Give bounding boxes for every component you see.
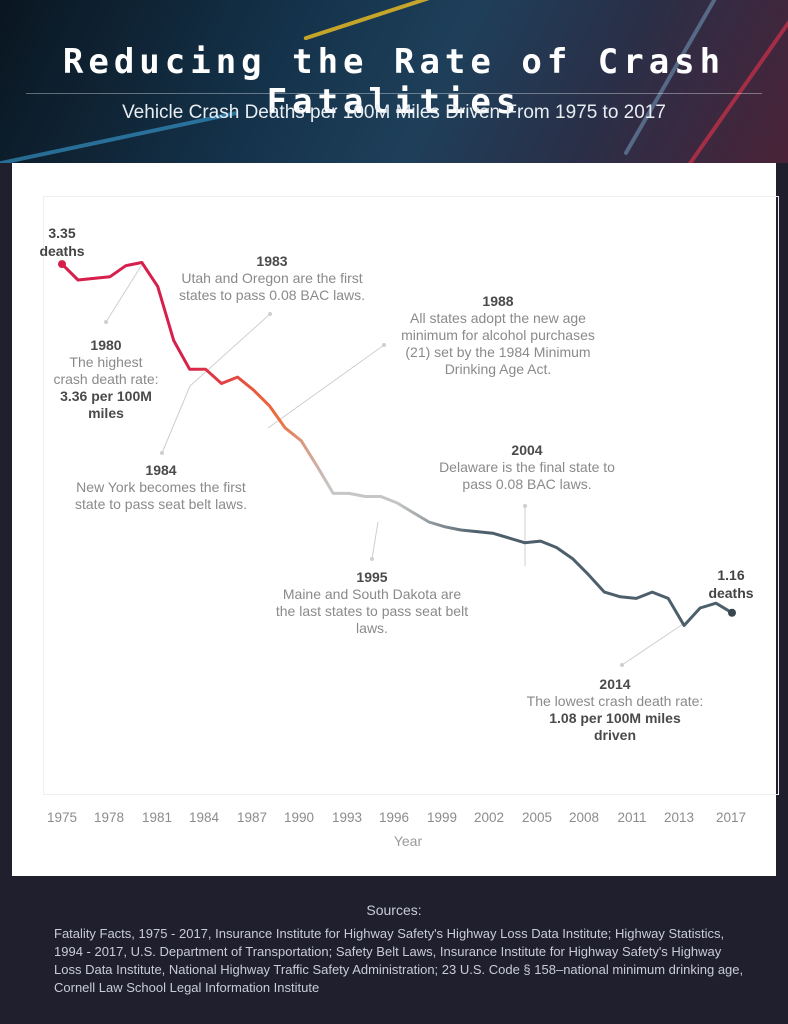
x-tick-label: 1999 [427,810,457,825]
x-tick-label: 2008 [569,810,599,825]
x-tick-label: 2013 [664,810,694,825]
plot-frame [43,196,779,795]
annotation-year: 1984 [145,462,176,478]
series-line [60,261,733,627]
x-tick-label: 1990 [284,810,314,825]
sources-footer: Sources: Fatality Facts, 1975 - 2017, In… [0,876,788,1024]
annotation-leader-dot [382,343,386,347]
sources-text: Fatality Facts, 1975 - 2017, Insurance I… [54,926,744,995]
x-tick-label: 2017 [716,810,746,825]
x-tick-label: 1975 [47,810,77,825]
annotation-text: Delaware is the final state to [439,459,615,475]
annotation-text: laws. [356,620,388,636]
x-tick-label: 1984 [189,810,220,825]
annotation-leader [267,344,385,429]
x-axis-label: Year [394,833,423,849]
x-tick-label: 1993 [332,810,362,825]
annotation-text: (21) set by the 1984 Minimum [405,344,590,360]
annotation-text: crash death rate: [53,371,158,387]
annotation-highlight: 1.08 per 100M miles [549,710,681,726]
annotation-text: Maine and South Dakota are [283,586,461,602]
end-point [728,608,736,617]
end-data-unit: deaths [708,585,753,601]
annotation-year: 2014 [599,676,630,692]
page-subtitle: Vehicle Crash Deaths per 100M Miles Driv… [122,102,666,123]
annotation-text: Utah and Oregon are the first [181,270,362,286]
annotation-text: New York becomes the first [76,479,246,495]
annotation-year: 1988 [482,293,513,309]
x-tick-label: 1978 [94,810,124,825]
annotation-highlight: 3.36 per 100M [60,388,152,404]
x-tick-label: 1987 [237,810,267,825]
page-title: Reducing the Rate of Crash Fatalities [62,42,726,122]
x-tick-label: 2005 [522,810,552,825]
annotation-leader [161,385,191,454]
annotation-leader-dot [268,312,272,316]
annotation-year: 1995 [356,569,387,585]
x-tick-label: 1981 [142,810,172,825]
x-tick-label: 2011 [617,810,646,825]
start-data-unit: deaths [39,243,84,259]
annotation-leader-dot [523,504,527,508]
annotation-text: minimum for alcohol purchases [401,327,595,343]
annotation-leader [105,262,144,323]
annotation-text: The highest [69,354,142,370]
annotation-highlight: miles [88,405,124,421]
line-chart: 1975 1978 1981 1984 1987 1990 1993 1996 1999 2002… [39,225,753,849]
annotation-leader [621,623,684,666]
annotation-text: state to pass seat belt laws. [75,496,247,512]
chart-panel [12,163,779,876]
start-data-label: 3.35 [48,225,75,241]
annotation-text: All states adopt the new age [410,310,586,326]
annotation-text: the last states to pass seat belt [276,603,468,619]
annotation-leader-dot [370,557,374,561]
annotation-text: The lowest crash death rate: [527,693,704,709]
x-tick-label: 2002 [474,810,504,825]
annotation-text: states to pass 0.08 BAC laws. [179,287,365,303]
annotation-leader [371,521,379,560]
annotation-leader-dot [104,320,108,324]
end-data-label: 1.16 [717,567,744,583]
annotation-year: 1983 [256,253,287,269]
x-tick-label: 1996 [379,810,409,825]
title-divider [26,93,762,94]
start-point [58,260,66,269]
annotation-year: 1980 [90,337,121,353]
header-banner: Reducing the Rate of Crash Fatalities Ve… [0,0,788,163]
annotation-leader-dot [160,451,164,455]
annotation-text: pass 0.08 BAC laws. [462,476,591,492]
annotation-leader-dot [620,663,624,667]
annotation-highlight: driven [594,727,636,743]
annotation-leader [189,313,271,387]
annotation-year: 2004 [511,442,542,458]
annotation-text: Drinking Age Act. [445,361,552,377]
sources-title: Sources: [366,902,422,918]
